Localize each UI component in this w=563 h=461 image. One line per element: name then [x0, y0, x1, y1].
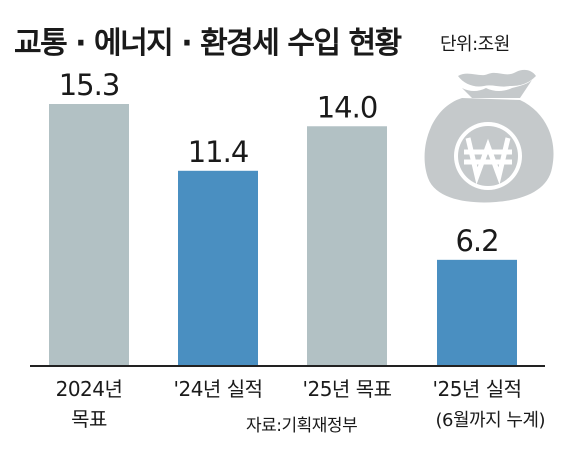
category-label-1-0: '24년 실적	[173, 377, 262, 401]
bar-3	[437, 259, 517, 366]
unit-label: 단위:조원	[440, 34, 510, 55]
value-label-2: 14.0	[317, 90, 378, 124]
bar-2	[307, 126, 387, 366]
value-label-0: 15.3	[59, 68, 120, 102]
category-label-3-0: '25년 실적	[432, 377, 521, 401]
chart-title: 교통 · 에너지 · 환경세 수입 현황	[14, 26, 402, 61]
bar-1	[178, 170, 258, 366]
source-label: 자료:기획재정부	[246, 416, 358, 436]
value-label-3: 6.2	[455, 224, 498, 258]
category-label-3-1: (6월까지 누계)	[435, 410, 545, 431]
bar-0	[49, 104, 129, 366]
category-label-0-1: 목표	[71, 407, 107, 431]
money-bag-won-icon	[424, 69, 554, 203]
value-label-1: 11.4	[188, 135, 249, 169]
category-label-0-0: 2024년	[56, 377, 123, 401]
category-label-2-0: '25년 목표	[302, 377, 391, 401]
